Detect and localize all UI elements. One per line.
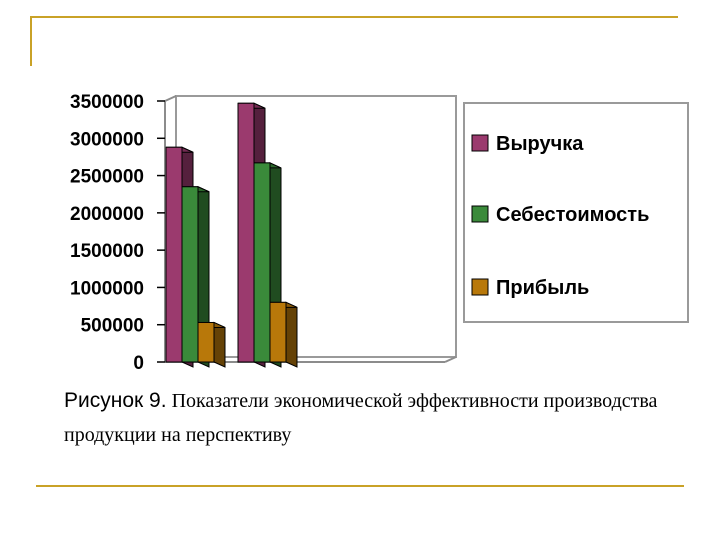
bar [181,185,210,368]
bar-front [181,186,199,363]
y-tick-label: 3500000 [70,92,144,113]
legend-box [463,102,689,323]
axis-depth-top [164,95,177,102]
plot-area [175,95,457,358]
legend-swatch [471,134,489,152]
figure-caption: Рисунок 9. Показатели экономической эффе… [64,384,664,452]
y-tick-label: 2000000 [70,204,144,225]
left-frame-line [30,16,32,66]
bottom-frame-line [36,485,684,487]
bar-front [197,321,215,363]
legend-label: Выручка [496,133,584,155]
y-tick-label: 1000000 [70,278,144,299]
y-tick-label: 500000 [81,316,144,337]
top-frame-line [30,16,678,18]
y-tick-label: 2500000 [70,167,144,188]
bar [197,321,226,368]
axis-depth-right [444,356,457,363]
bar [269,301,298,368]
bar-front [253,162,271,363]
y-tick-label: 3000000 [70,129,144,150]
legend-swatch [471,278,489,296]
legend-swatch [471,205,489,223]
bar-front [269,301,287,363]
bar-chart: 0 500000 1000000 1500000 2000000 2500000 30000… [70,92,689,374]
y-tick-label: 0 [133,353,144,374]
y-tick-label: 1500000 [70,241,144,262]
legend-label: Прибыль [496,277,589,299]
bar-front [165,146,183,363]
caption-text: Показатели экономической эффективности п… [64,390,658,446]
bar-side [285,301,298,368]
bar-side [213,321,226,368]
legend-label: Себестоимость [496,204,649,226]
bar-front [237,102,255,363]
caption-lead: Рисунок 9. [64,389,167,412]
